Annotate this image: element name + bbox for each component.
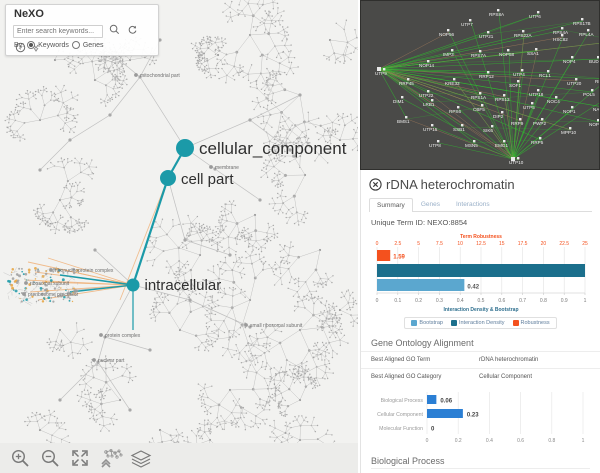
- unique-term-id: Unique Term ID: NEXO:8854: [371, 218, 468, 227]
- go-row-category: Best Aligned GO Category Cellular Compon…: [361, 368, 600, 385]
- radio-keywords-label: Keywords: [38, 41, 69, 49]
- help-icon[interactable]: ?: [15, 40, 26, 58]
- go-key-term: Best Aligned GO Term: [371, 357, 431, 363]
- page-title: rDNA heterochromatin: [386, 177, 515, 192]
- svg-text:NOP56: NOP56: [439, 32, 455, 37]
- go-alignment-title: Gene Ontology Alignment: [371, 338, 474, 348]
- search-input[interactable]: [13, 24, 103, 38]
- ontology-tree-graphic[interactable]: mitochondrial part membrane protein comple…: [0, 0, 358, 473]
- legend-swatch-robustness: [512, 320, 519, 326]
- biological-process-title: Biological Process: [371, 456, 445, 466]
- svg-text:preribosome precursor: preribosome precursor: [28, 292, 79, 298]
- ontology-tree-panel[interactable]: mitochondrial part membrane protein comple…: [0, 0, 358, 473]
- svg-text:ribonucleoprotein complex: ribonucleoprotein complex: [55, 268, 114, 274]
- svg-text:mitochondrial part: mitochondrial part: [140, 73, 180, 79]
- radio-keywords[interactable]: [27, 41, 36, 49]
- svg-text:membrane: membrane: [215, 165, 239, 171]
- svg-text:HSC82: HSC82: [553, 37, 568, 42]
- layers-icon[interactable]: [130, 448, 152, 468]
- svg-text:IMP3: IMP3: [443, 52, 454, 57]
- term-info-panel[interactable]: rDNA heterochromatin Summary Genes Inter…: [360, 170, 600, 473]
- legend-label-robustness: Robustness: [520, 320, 550, 326]
- legend-label-bootstrap: Bootstrap: [419, 320, 443, 326]
- search-by-row[interactable]: By: Keywords Genes: [14, 41, 103, 49]
- svg-text:UTP21: UTP21: [479, 34, 494, 39]
- svg-text:UTP9: UTP9: [375, 71, 387, 76]
- radio-genes[interactable]: [71, 41, 80, 49]
- legend-bootstrap: Bootstrap: [411, 320, 443, 326]
- svg-text:cell part: cell part: [181, 171, 234, 188]
- tab-genes[interactable]: Genes: [420, 201, 440, 208]
- go-value-term: rDNA heterochromatin: [479, 357, 539, 363]
- svg-text:RRP12: RRP12: [479, 74, 494, 79]
- svg-text:UTP7: UTP7: [461, 22, 473, 27]
- search-by-label: By:: [14, 41, 25, 49]
- robustness-chart-legend: Bootstrap Interaction Density Robustness: [361, 317, 600, 329]
- search-icon[interactable]: [109, 22, 120, 40]
- svg-text:NOP4: NOP4: [563, 59, 576, 64]
- zoom-out-icon[interactable]: [40, 448, 60, 468]
- svg-text:UTP20: UTP20: [567, 81, 582, 86]
- zoom-in-icon[interactable]: [10, 448, 30, 468]
- svg-text:NOP58: NOP58: [499, 52, 515, 57]
- expand-icon[interactable]: [32, 40, 40, 58]
- info-tabs[interactable]: Summary Genes Interactions: [369, 197, 592, 212]
- svg-text:nuclear part: nuclear part: [98, 358, 125, 364]
- tab-summary[interactable]: Summary: [369, 198, 413, 212]
- app-title: NeXO: [14, 8, 44, 20]
- svg-text:RPS22A: RPS22A: [514, 33, 533, 38]
- svg-text:RCL1: RCL1: [539, 73, 551, 78]
- svg-text:?: ?: [19, 46, 23, 52]
- gene-network-panel[interactable]: UTP9 RPS8A UTP6 UTP7 RPS17B NOP56 UTP21 RPS22A R…: [360, 0, 600, 170]
- biological-process-divider: [371, 468, 590, 469]
- go-row-term: Best Aligned GO Term rDNA heterochromati…: [361, 351, 600, 368]
- fit-screen-icon[interactable]: [70, 448, 90, 468]
- close-circle-icon[interactable]: [369, 178, 382, 191]
- svg-text:SSA1: SSA1: [527, 51, 539, 56]
- svg-text:protein complex: protein complex: [105, 333, 141, 339]
- search-panel[interactable]: NeXO ? By: Keywords: [5, 4, 159, 56]
- collapse-network-icon[interactable]: [100, 448, 123, 468]
- radio-genes-label: Genes: [82, 41, 104, 49]
- reset-icon[interactable]: [127, 22, 138, 40]
- svg-text:KRE33: KRE33: [445, 81, 460, 86]
- svg-text:RPS4A: RPS4A: [553, 30, 569, 35]
- svg-text:RPS7A: RPS7A: [471, 53, 487, 58]
- legend-interaction-density: Interaction Density: [450, 320, 505, 326]
- legend-label-interaction-density: Interaction Density: [458, 320, 505, 326]
- tree-toolbar[interactable]: [0, 443, 358, 473]
- go-value-category: Cellular Component: [479, 374, 533, 380]
- robustness-chart: 0 2.5 5 7.5 10 12.5 15 17.5 20 22.5 25 Term Robustn…: [369, 231, 592, 315]
- svg-text:ribosomal subunit: ribosomal subunit: [30, 281, 70, 287]
- svg-text:UTP6: UTP6: [529, 14, 541, 19]
- svg-text:small ribosomal subunit: small ribosomal subunit: [250, 323, 303, 329]
- svg-text:RPS17B: RPS17B: [573, 21, 591, 26]
- legend-swatch-interaction-density: [450, 320, 457, 326]
- svg-text:RRP45: RRP45: [399, 81, 414, 86]
- tab-interactions[interactable]: Interactions: [455, 201, 490, 208]
- legend-robustness: Robustness: [512, 320, 550, 326]
- svg-text:RPS9B: RPS9B: [595, 79, 599, 84]
- svg-text:RPS1A: RPS1A: [471, 95, 487, 100]
- svg-text:SOF1: SOF1: [509, 83, 521, 88]
- search-row[interactable]: ?: [13, 22, 153, 53]
- svg-text:RPL4A: RPL4A: [579, 32, 594, 37]
- svg-text:RPS8A: RPS8A: [489, 12, 505, 17]
- svg-text:UTP22: UTP22: [419, 93, 434, 98]
- svg-text:NOP14: NOP14: [419, 63, 435, 68]
- svg-text:cellular_component: cellular_component: [199, 139, 347, 158]
- go-alignment-chart: 0 0.2 0.4 0.6 0.8 1 Biological Process 0.06 Cell…: [369, 390, 592, 452]
- svg-text:UTP4: UTP4: [513, 72, 525, 77]
- go-key-category: Best Aligned GO Category: [371, 374, 442, 380]
- svg-text:BUD21: BUD21: [589, 59, 599, 64]
- legend-swatch-bootstrap: [411, 320, 418, 326]
- gene-network-graphic[interactable]: UTP9 RPS8A UTP6 UTP7 RPS17B NOP56 UTP21 RPS22A R…: [361, 1, 599, 169]
- svg-text:intracellular: intracellular: [145, 277, 222, 294]
- term-header: rDNA heterochromatin: [361, 170, 600, 195]
